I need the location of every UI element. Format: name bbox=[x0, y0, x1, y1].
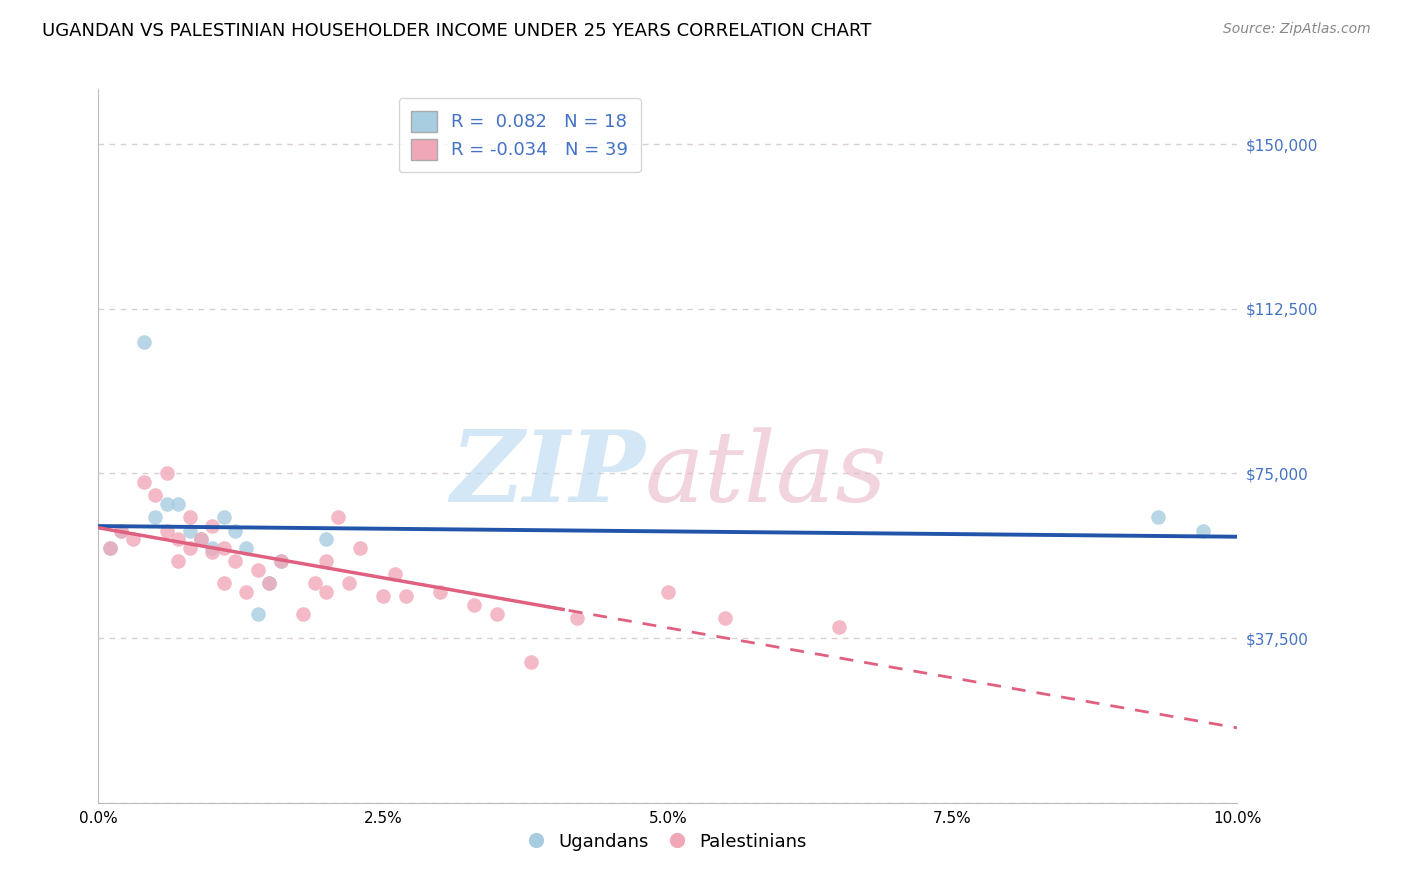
Point bbox=[315, 585, 337, 599]
Point bbox=[156, 497, 179, 511]
Point bbox=[167, 554, 190, 568]
Point bbox=[167, 533, 190, 547]
Point bbox=[212, 576, 235, 591]
Point bbox=[520, 655, 543, 669]
Point bbox=[246, 563, 269, 577]
Point bbox=[167, 497, 190, 511]
Point bbox=[235, 585, 257, 599]
Point bbox=[110, 524, 132, 538]
Point bbox=[145, 488, 167, 502]
Point bbox=[315, 554, 337, 568]
Point bbox=[429, 585, 451, 599]
Point bbox=[156, 524, 179, 538]
Point bbox=[259, 576, 281, 591]
Point bbox=[828, 620, 851, 634]
Point bbox=[212, 541, 235, 555]
Point bbox=[212, 510, 235, 524]
Point bbox=[110, 524, 132, 538]
Point bbox=[714, 611, 737, 625]
Point bbox=[486, 607, 509, 621]
Text: ZIP: ZIP bbox=[450, 426, 645, 523]
Point bbox=[315, 533, 337, 547]
Point bbox=[463, 598, 485, 612]
Point bbox=[259, 576, 281, 591]
Point bbox=[132, 475, 155, 490]
Legend: Ugandans, Palestinians: Ugandans, Palestinians bbox=[522, 826, 814, 858]
Point bbox=[1146, 510, 1168, 524]
Point bbox=[304, 576, 326, 591]
Point bbox=[98, 541, 121, 555]
Point bbox=[156, 467, 179, 481]
Point bbox=[190, 533, 212, 547]
Point bbox=[384, 567, 406, 582]
Point bbox=[337, 576, 360, 591]
Point bbox=[224, 554, 246, 568]
Point bbox=[179, 541, 201, 555]
Point bbox=[1192, 524, 1215, 538]
Point bbox=[395, 590, 418, 604]
Point bbox=[145, 510, 167, 524]
Point bbox=[373, 590, 395, 604]
Point bbox=[121, 533, 143, 547]
Text: Source: ZipAtlas.com: Source: ZipAtlas.com bbox=[1223, 22, 1371, 37]
Point bbox=[132, 334, 155, 349]
Point bbox=[179, 524, 201, 538]
Point bbox=[270, 554, 292, 568]
Point bbox=[201, 519, 224, 533]
Text: atlas: atlas bbox=[645, 427, 887, 522]
Text: UGANDAN VS PALESTINIAN HOUSEHOLDER INCOME UNDER 25 YEARS CORRELATION CHART: UGANDAN VS PALESTINIAN HOUSEHOLDER INCOM… bbox=[42, 22, 872, 40]
Point bbox=[201, 541, 224, 555]
Point bbox=[201, 545, 224, 559]
Point bbox=[98, 541, 121, 555]
Point bbox=[657, 585, 679, 599]
Point bbox=[326, 510, 349, 524]
Point bbox=[224, 524, 246, 538]
Point bbox=[246, 607, 269, 621]
Point bbox=[270, 554, 292, 568]
Point bbox=[235, 541, 257, 555]
Point bbox=[179, 510, 201, 524]
Point bbox=[349, 541, 371, 555]
Point bbox=[565, 611, 588, 625]
Point bbox=[190, 533, 212, 547]
Point bbox=[292, 607, 315, 621]
